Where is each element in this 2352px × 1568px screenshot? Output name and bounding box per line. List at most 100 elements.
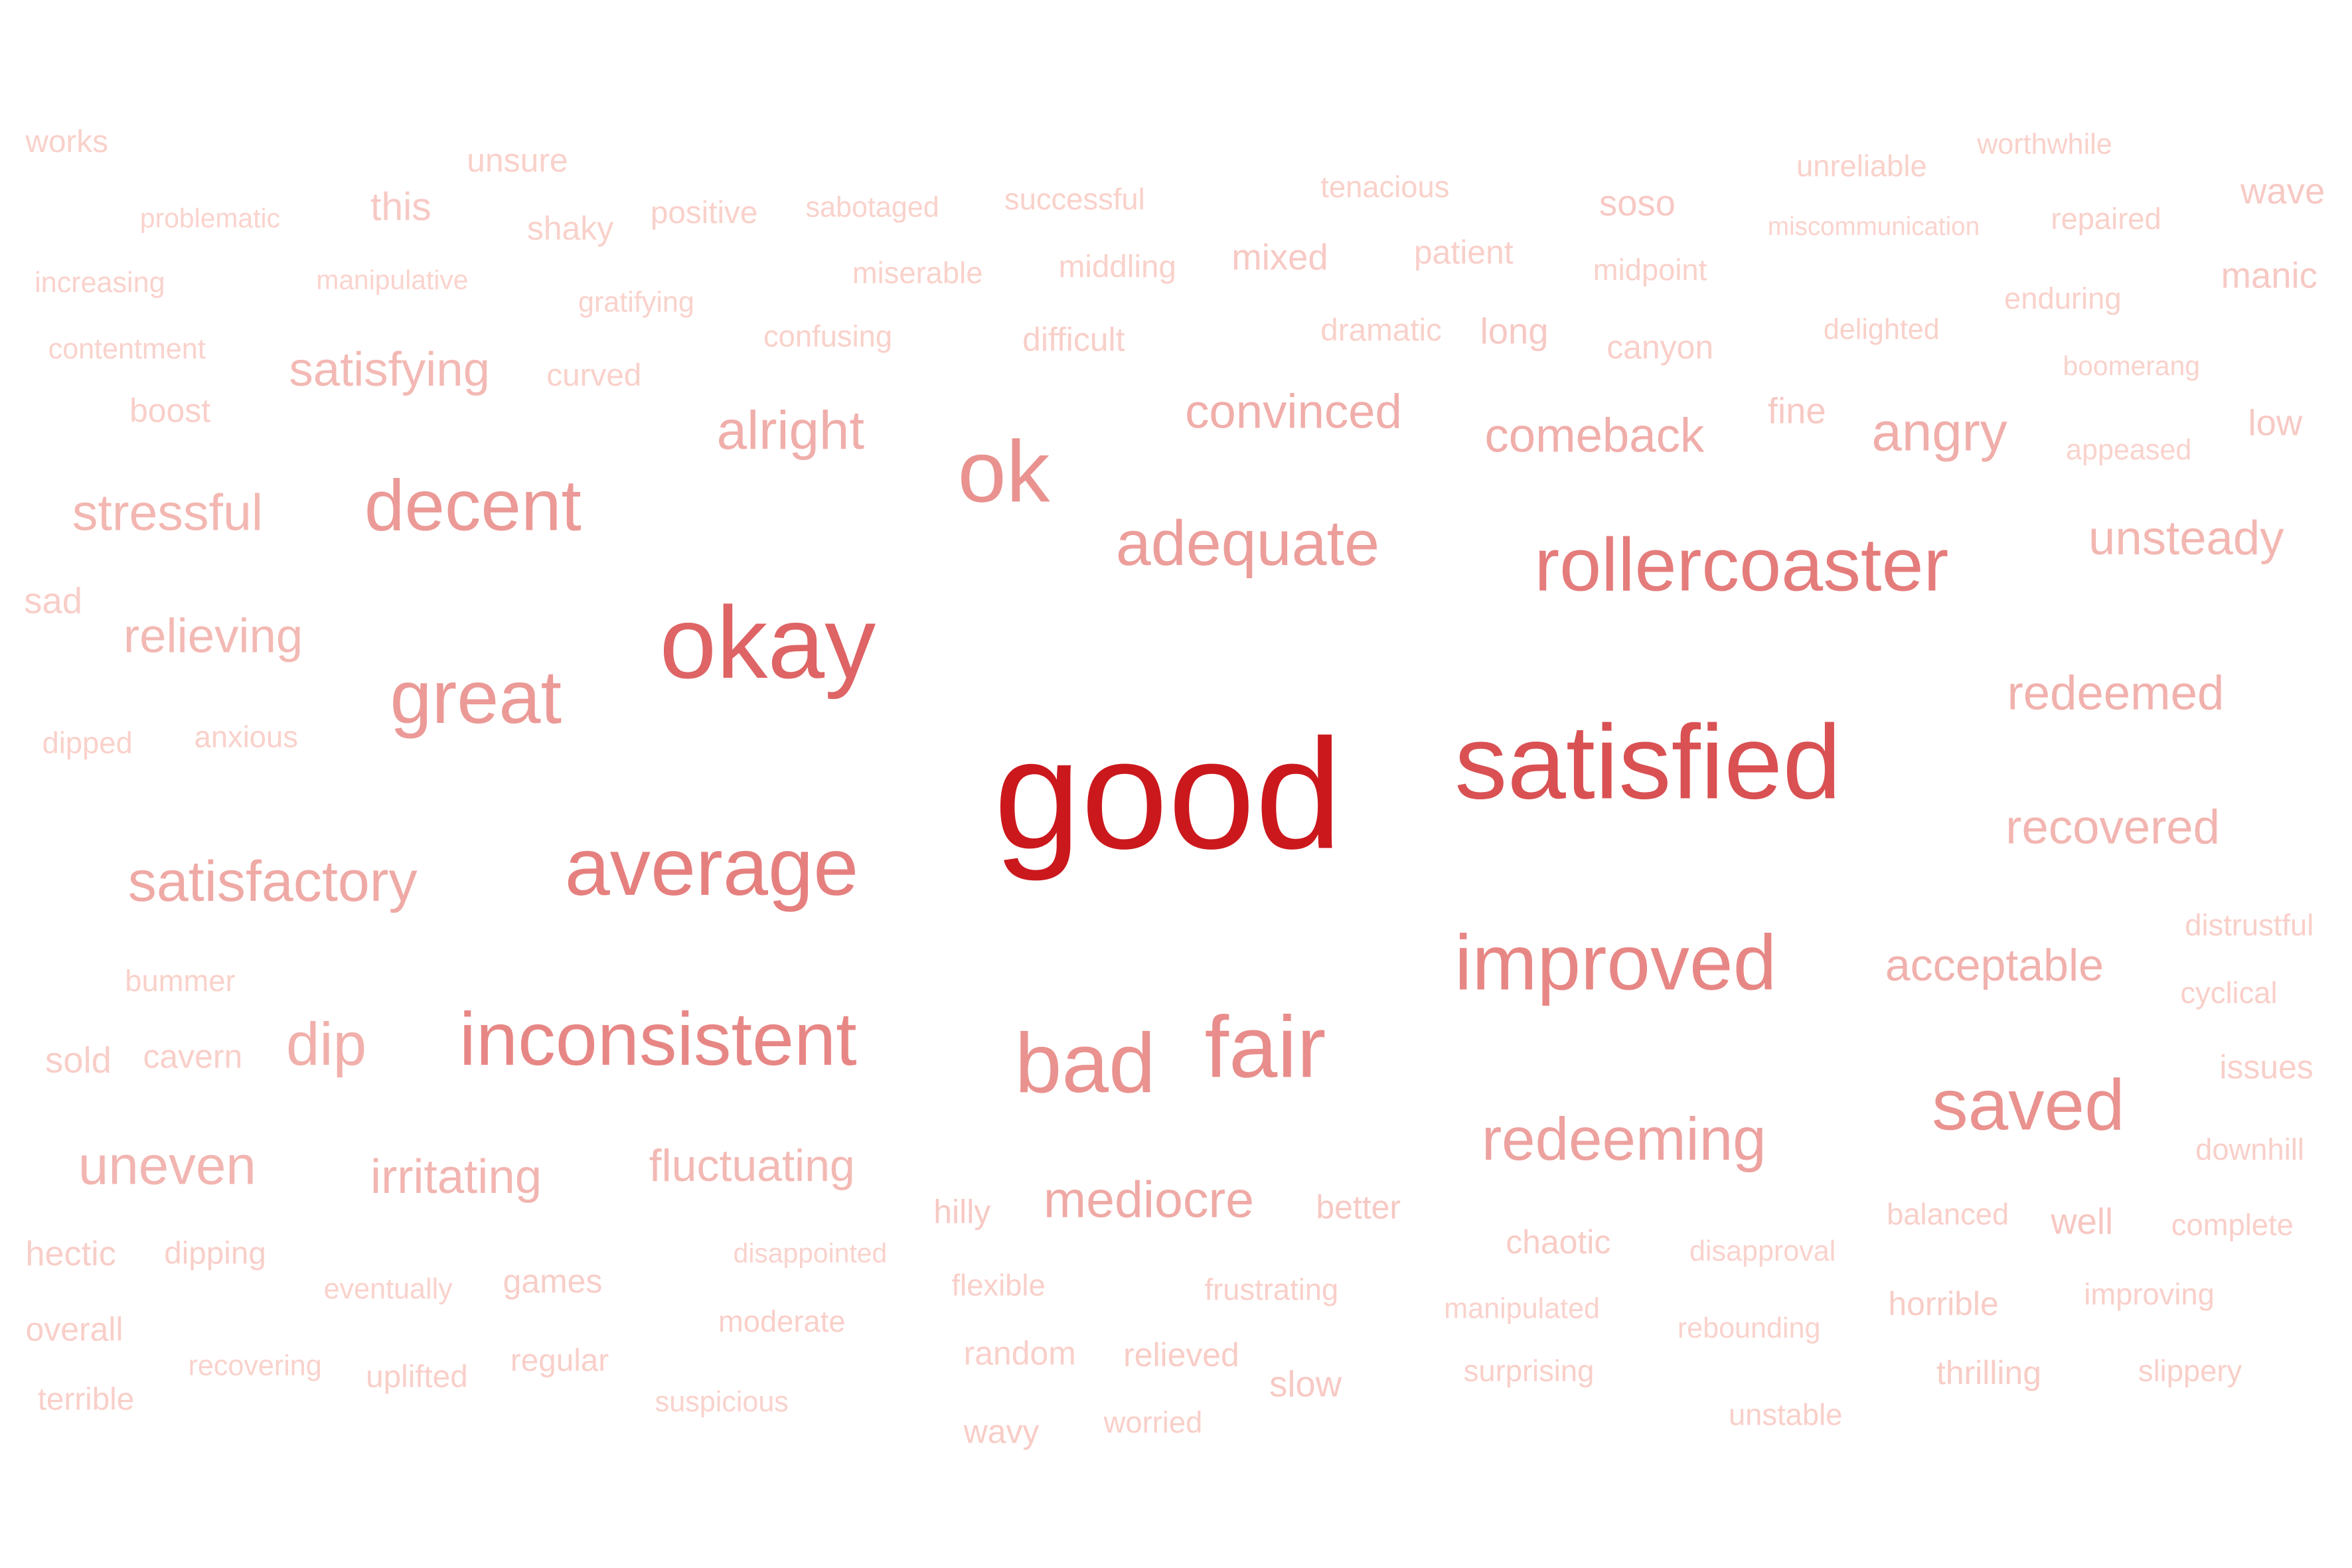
word-increasing: increasing <box>35 267 165 299</box>
word-acceptable: acceptable <box>1885 940 2104 990</box>
word-anxious: anxious <box>195 720 298 753</box>
word-manipulated: manipulated <box>1444 1293 1600 1324</box>
word-saved: saved <box>1932 1065 2124 1146</box>
word-fine: fine <box>1768 391 1826 431</box>
word-balanced: balanced <box>1887 1198 2009 1231</box>
word-worthwhile: worthwhile <box>1976 128 2112 160</box>
word-repaired: repaired <box>2051 202 2161 236</box>
word-improving: improving <box>2084 1277 2215 1311</box>
word-overall: overall <box>26 1310 123 1348</box>
word-downhill: downhill <box>2195 1133 2304 1166</box>
word-moderate: moderate <box>718 1304 846 1338</box>
word-hilly: hilly <box>933 1193 990 1230</box>
word-gratifying: gratifying <box>578 287 694 319</box>
word-better: better <box>1316 1189 1401 1226</box>
word-mixed: mixed <box>1231 237 1328 277</box>
word-successful: successful <box>1004 182 1145 216</box>
word-shaky: shaky <box>527 210 613 247</box>
word-boost: boost <box>129 392 210 429</box>
word-canyon: canyon <box>1607 329 1713 366</box>
word-middling: middling <box>1059 249 1176 284</box>
word-eventually: eventually <box>324 1273 453 1305</box>
word-unreliable: unreliable <box>1796 149 1927 183</box>
word-uneven: uneven <box>78 1135 256 1196</box>
word-hectic: hectic <box>26 1235 116 1273</box>
word-suspicious: suspicious <box>655 1386 789 1418</box>
word-unstable: unstable <box>1729 1397 1842 1431</box>
word-horrible: horrible <box>1888 1285 1998 1322</box>
word-sold: sold <box>45 1040 112 1081</box>
word-games: games <box>503 1263 603 1300</box>
word-recovered: recovered <box>2005 801 2220 854</box>
word-miserable: miserable <box>852 256 983 290</box>
word-miscommunication: miscommunication <box>1768 212 1980 241</box>
word-angry: angry <box>1871 402 2007 462</box>
word-flexible: flexible <box>952 1268 1046 1302</box>
word-fair: fair <box>1205 998 1326 1095</box>
word-wave: wave <box>2240 171 2325 211</box>
word-manipulative: manipulative <box>316 265 468 295</box>
word-slippery: slippery <box>2138 1354 2242 1388</box>
word-inconsistent: inconsistent <box>459 997 857 1081</box>
word-disapproval: disapproval <box>1689 1235 1836 1267</box>
word-dip: dip <box>286 1011 366 1078</box>
word-random: random <box>964 1335 1076 1372</box>
word-positive: positive <box>651 195 757 230</box>
word-regular: regular <box>510 1343 609 1378</box>
word-bummer: bummer <box>125 964 235 998</box>
word-rollercoaster: rollercoaster <box>1534 522 1948 607</box>
word-terrible: terrible <box>38 1382 135 1417</box>
word-appeased: appeased <box>2066 434 2191 466</box>
word-patient: patient <box>1414 234 1514 271</box>
word-confusing: confusing <box>763 319 892 353</box>
word-good: good <box>994 706 1342 881</box>
word-enduring: enduring <box>2004 281 2122 315</box>
word-midpoint: midpoint <box>1593 253 1707 287</box>
word-satisfactory: satisfactory <box>128 850 418 913</box>
word-fluctuating: fluctuating <box>649 1140 855 1191</box>
word-disappointed: disappointed <box>734 1237 888 1268</box>
word-comeback: comeback <box>1484 409 1704 463</box>
word-sad: sad <box>24 580 82 621</box>
word-cyclical: cyclical <box>2180 976 2277 1010</box>
word-worried: worried <box>1103 1405 1203 1439</box>
word-works: works <box>25 124 108 159</box>
word-manic: manic <box>2221 255 2317 295</box>
word-surprising: surprising <box>1464 1354 1595 1388</box>
word-rebounding: rebounding <box>1678 1312 1821 1344</box>
word-well: well <box>2050 1201 2113 1241</box>
word-satisfied: satisfied <box>1454 703 1841 821</box>
word-curved: curved <box>546 358 641 393</box>
word-tenacious: tenacious <box>1320 170 1449 204</box>
word-relieved: relieved <box>1123 1336 1239 1373</box>
word-stressful: stressful <box>72 485 263 542</box>
word-mediocre: mediocre <box>1044 1171 1254 1228</box>
word-distrustful: distrustful <box>2185 908 2313 942</box>
word-slow: slow <box>1269 1364 1342 1404</box>
word-wavy: wavy <box>963 1413 1040 1450</box>
word-convinced: convinced <box>1185 384 1402 438</box>
word-decent: decent <box>364 465 582 546</box>
word-this: this <box>370 185 431 228</box>
word-boomerang: boomerang <box>2063 351 2200 381</box>
word-dipped: dipped <box>42 726 133 759</box>
word-relieving: relieving <box>123 609 303 663</box>
word-difficult: difficult <box>1022 321 1125 358</box>
word-uplifted: uplifted <box>366 1360 468 1395</box>
word-unsure: unsure <box>467 142 568 179</box>
word-contentment: contentment <box>48 333 206 365</box>
word-average: average <box>565 821 859 912</box>
word-bad: bad <box>1015 1016 1156 1110</box>
word-irritating: irritating <box>370 1150 542 1204</box>
word-alright: alright <box>717 400 865 461</box>
word-long: long <box>1480 311 1549 351</box>
word-dramatic: dramatic <box>1320 313 1442 348</box>
word-cavern: cavern <box>143 1038 242 1075</box>
word-chaotic: chaotic <box>1506 1223 1610 1261</box>
word-recovering: recovering <box>189 1350 322 1382</box>
word-dipping: dipping <box>164 1236 266 1271</box>
word-improved: improved <box>1454 919 1776 1006</box>
word-satisfying: satisfying <box>289 343 490 396</box>
word-adequate: adequate <box>1116 509 1379 579</box>
